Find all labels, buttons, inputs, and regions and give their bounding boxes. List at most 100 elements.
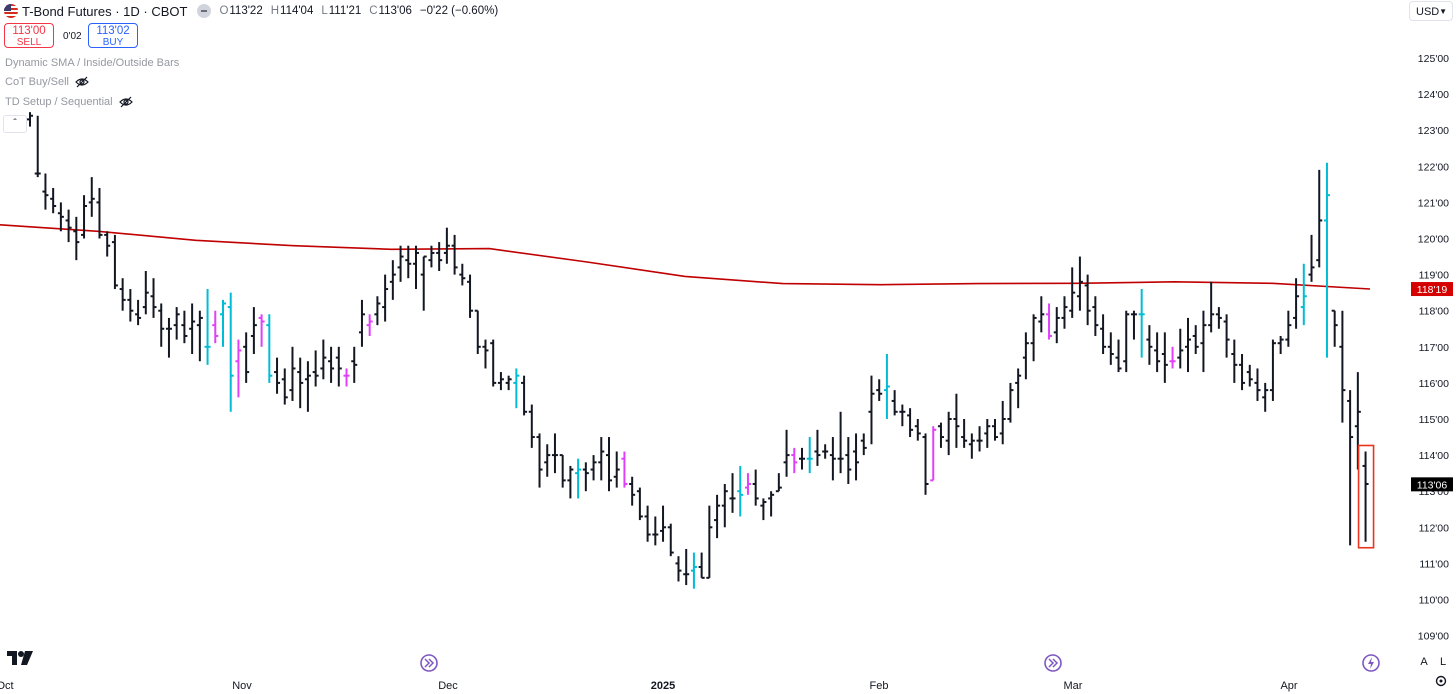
- ohlc-bar: [1115, 339, 1122, 373]
- sma-price-label: 118'19: [1417, 284, 1448, 296]
- ohlc-bar: [575, 458, 582, 499]
- ohlc-bar: [1277, 335, 1284, 355]
- ohlc-bar: [629, 476, 636, 506]
- ohlc-bar: [999, 400, 1006, 445]
- y-axis-tick-label: 109'00: [1418, 631, 1449, 643]
- ohlc-bar: [212, 310, 219, 344]
- indicator-td-sequential[interactable]: TD Setup / Sequential: [5, 96, 133, 108]
- ohlc-bar: [930, 426, 937, 482]
- ohlc-bar: [1347, 390, 1354, 546]
- ohlc-bar: [660, 505, 667, 542]
- ohlc-bar: [814, 429, 821, 466]
- ohlc-bar: [961, 419, 968, 448]
- ohlc-bar: [698, 552, 705, 579]
- x-axis-tick-label: 2025: [651, 680, 675, 692]
- ohlc-bar: [783, 429, 790, 477]
- buy-label: BUY: [102, 37, 124, 48]
- ohlc-bar: [397, 245, 404, 282]
- ohlc-bar: [860, 433, 867, 456]
- ohlc-bar: [1138, 289, 1145, 358]
- ohlc-bar: [1007, 382, 1014, 423]
- gear-ring: [1435, 675, 1447, 687]
- eye-hidden-icon[interactable]: [118, 96, 133, 108]
- ohlc-bar: [81, 195, 88, 239]
- ohlc-bar: [281, 368, 288, 405]
- sell-button[interactable]: 113'00 SELL: [4, 23, 54, 48]
- ohlc-bar: [65, 209, 72, 243]
- ohlc-bar: [976, 426, 983, 452]
- y-axis-tick-label: 122'00: [1418, 161, 1449, 173]
- ohlc-bar: [50, 187, 57, 214]
- ohlc-bar: [1300, 263, 1307, 326]
- ohlc-bar: [1185, 317, 1191, 373]
- y-axis-tick-label: 117'00: [1419, 342, 1450, 354]
- ohlc-bar: [1107, 332, 1114, 365]
- collapse-indicators-button[interactable]: ˆ: [3, 115, 27, 133]
- highlight-box: [1357, 444, 1375, 549]
- ohlc-bar: [1192, 325, 1199, 355]
- ohlc-bar: [428, 245, 435, 268]
- ohlc-bar: [505, 375, 512, 391]
- x-axis-tick-label: Oct: [0, 680, 14, 692]
- ohlc-bar: [1061, 296, 1068, 329]
- ohlc-bar: [204, 289, 211, 365]
- ohlc-bar: [1362, 451, 1369, 542]
- ohlc-values: O113'22 H114'04 L111'21 C113'06 −0'22 (−…: [219, 5, 498, 17]
- ohlc-bar: [1200, 310, 1207, 373]
- ohlc-bar: [474, 309, 481, 355]
- ohlc-bar: [1239, 354, 1246, 391]
- auto-scale-button[interactable]: A: [1420, 656, 1428, 668]
- indicator-dynamic-sma[interactable]: Dynamic SMA / Inside/Outside Bars: [5, 57, 179, 69]
- last-price-badge: [1411, 477, 1453, 492]
- ohlc-bar: [644, 505, 651, 542]
- ohlc-bar: [536, 433, 543, 488]
- ohlc-bar: [150, 278, 157, 318]
- indicator-name: TD Setup / Sequential: [5, 96, 113, 108]
- ohlc-bar: [1246, 364, 1253, 387]
- ohlc-bar: [173, 307, 180, 340]
- currency-select[interactable]: USD ▼: [1409, 1, 1453, 21]
- ohlc-bar: [405, 245, 412, 279]
- ohlc-bar: [922, 433, 929, 495]
- fast-forward-shape: [424, 658, 435, 668]
- ohlc-bar: [1015, 368, 1022, 409]
- ohlc-bar: [1130, 310, 1137, 340]
- ohlc-bar: [721, 483, 728, 528]
- ohlc-bar: [1339, 310, 1346, 423]
- log-scale-button[interactable]: L: [1439, 656, 1447, 668]
- buy-button[interactable]: 113'02 BUY: [88, 23, 138, 48]
- ohlc-bar: [1208, 281, 1215, 333]
- ohlc-bar: [73, 216, 80, 261]
- ohlc-bar: [551, 433, 558, 474]
- ohlc-bar: [868, 375, 875, 445]
- y-axis-tick-label: 121'00: [1418, 197, 1449, 209]
- ohlc-bar: [544, 444, 551, 477]
- indicator-cot[interactable]: CoT Buy/Sell: [5, 76, 89, 88]
- ohlc-bar: [1046, 303, 1053, 340]
- settings-gear-icon[interactable]: [1435, 675, 1447, 687]
- ohlc-low: L111'21: [321, 5, 362, 17]
- fast-forward-event-icon[interactable]: [1044, 654, 1062, 672]
- ohlc-bar: [675, 556, 682, 582]
- x-axis-tick-label: Mar: [1064, 680, 1083, 692]
- sell-price: 113'00: [12, 25, 46, 37]
- ohlc-bar: [590, 455, 597, 481]
- ohlc-bar: [459, 263, 466, 286]
- symbol-title[interactable]: T-Bond Futures · 1D · CBOT: [22, 3, 188, 19]
- y-axis-tick-label: 112'00: [1419, 522, 1450, 534]
- fast-forward-event-icon[interactable]: [420, 654, 438, 672]
- ohlc-bar: [1262, 382, 1269, 412]
- ohlc-bar: [1092, 296, 1099, 336]
- y-axis-tick-label: 115'00: [1419, 414, 1450, 426]
- ohlc-bar: [1223, 314, 1230, 358]
- ohlc-bar: [876, 379, 883, 401]
- eye-hidden-icon[interactable]: [75, 76, 89, 88]
- ohlc-bar: [737, 465, 744, 517]
- collapse-legend-icon[interactable]: [197, 4, 212, 18]
- lightning-event-icon[interactable]: [1362, 654, 1380, 672]
- tradingview-logo-icon[interactable]: [7, 648, 33, 671]
- y-axis-tick-label: 118'00: [1419, 306, 1450, 318]
- ohlc-bar: [189, 303, 196, 355]
